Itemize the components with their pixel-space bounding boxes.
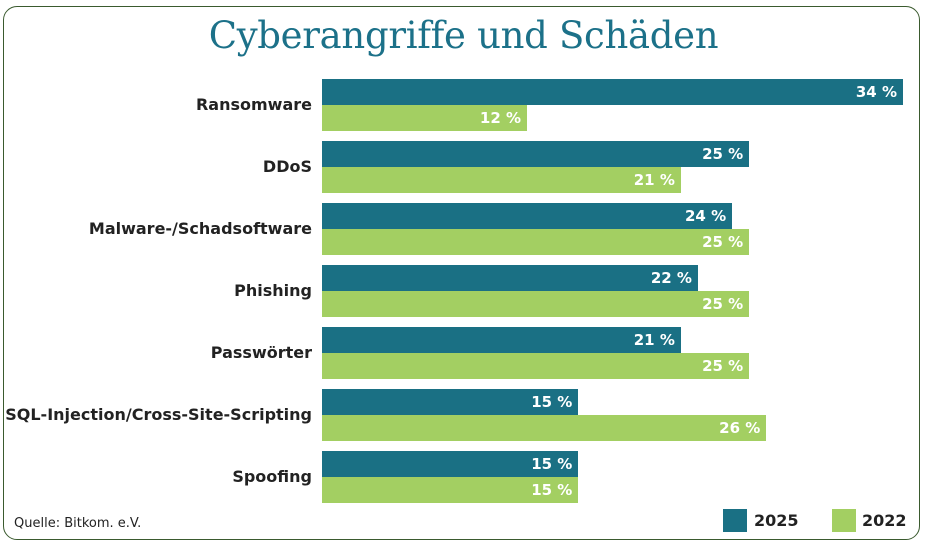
bar-ransomware-2022 xyxy=(322,105,528,131)
category-label-spoofing: Spoofing xyxy=(232,467,312,486)
data-label-spoofing-2025: 15 % xyxy=(531,455,573,473)
category-label-ransomware: Ransomware xyxy=(195,95,312,114)
category-label-sql-injection-cross-site-scripting: SQL-Injection/Cross-Site-Scripting xyxy=(5,405,312,424)
data-label-phishing-2022: 25 % xyxy=(702,295,744,313)
bar-spoofing-2022 xyxy=(322,477,579,503)
source-note: Quelle: Bitkom. e.V. xyxy=(14,516,142,531)
bar-ddos-2025 xyxy=(322,141,750,167)
data-label-passw-rter-2025: 21 % xyxy=(633,331,675,349)
data-label-phishing-2025: 22 % xyxy=(650,269,692,287)
data-label-sql-injection-cross-site-scripting-2022: 26 % xyxy=(719,419,761,437)
bar-phishing-2025 xyxy=(322,265,698,291)
chart-frame xyxy=(3,6,920,540)
legend-label-2022: 2022 xyxy=(862,511,907,530)
bar-ransomware-2025 xyxy=(322,79,903,105)
bar-sql-injection-cross-site-scripting-2025 xyxy=(322,389,579,415)
chart-title: Cyberangriffe und Schäden xyxy=(208,14,719,57)
data-label-ddos-2025: 25 % xyxy=(702,145,744,163)
category-label-passw-rter: Passwörter xyxy=(210,343,312,362)
legend-swatch-2025 xyxy=(723,509,747,532)
data-label-ransomware-2025: 34 % xyxy=(855,83,897,101)
legend-label-2025: 2025 xyxy=(754,511,799,530)
category-label-ddos: DDoS xyxy=(262,157,312,176)
bar-phishing-2022 xyxy=(322,291,750,317)
data-label-ddos-2022: 21 % xyxy=(633,171,675,189)
data-label-sql-injection-cross-site-scripting-2025: 15 % xyxy=(531,393,573,411)
legend-swatch-2022 xyxy=(832,509,856,532)
data-label-malware-schadsoftware-2022: 25 % xyxy=(702,233,744,251)
category-label-phishing: Phishing xyxy=(234,281,312,300)
data-label-passw-rter-2022: 25 % xyxy=(702,357,744,375)
bar-ddos-2022 xyxy=(322,167,681,193)
bar-passw-rter-2022 xyxy=(322,353,750,379)
bar-passw-rter-2025 xyxy=(322,327,681,353)
bar-malware-schadsoftware-2025 xyxy=(322,203,733,229)
category-label-malware-schadsoftware: Malware-/Schadsoftware xyxy=(88,219,312,238)
bar-sql-injection-cross-site-scripting-2022 xyxy=(322,415,767,441)
bar-spoofing-2025 xyxy=(322,451,579,477)
data-label-malware-schadsoftware-2025: 24 % xyxy=(684,207,727,225)
data-label-ransomware-2022: 12 % xyxy=(479,109,522,127)
bar-malware-schadsoftware-2022 xyxy=(322,229,750,255)
data-label-spoofing-2022: 15 % xyxy=(531,481,573,499)
